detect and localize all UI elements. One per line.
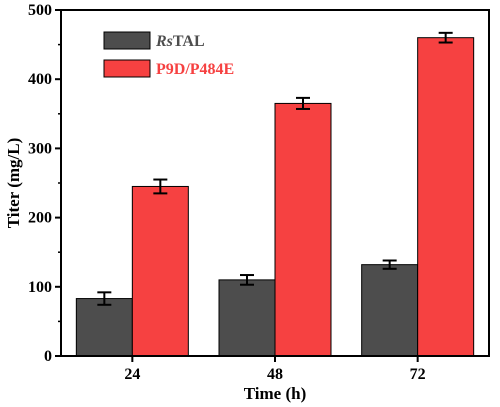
y-tick-label: 500	[28, 2, 52, 19]
legend-label-rstal-prefix: Rs	[155, 33, 173, 50]
x-tick-label: 48	[267, 366, 283, 383]
error-bars-group	[97, 31, 453, 306]
y-tick-label: 100	[28, 279, 52, 296]
bar-p9d-p484e-72	[417, 37, 475, 357]
legend-swatch-rstal	[103, 31, 151, 50]
legend-label-rstal: RsTAL	[155, 33, 205, 50]
x-tick-label: 72	[410, 366, 426, 383]
bar-p9d-p484e-24	[131, 185, 189, 357]
y-tick-label: 300	[28, 140, 52, 157]
bar-rstal-48	[218, 279, 276, 357]
x-tick-label: 24	[124, 366, 140, 383]
legend-label-rstal-suffix: TAL	[173, 33, 205, 50]
legend: RsTAL P9D/P484E	[103, 31, 234, 78]
bar-rstal-72	[361, 264, 419, 357]
y-axis-title: Titer (mg/L)	[4, 138, 23, 229]
y-tick-label: 400	[28, 71, 52, 88]
bar-rstal-24	[75, 298, 133, 357]
x-axis-title: Time (h)	[244, 384, 307, 403]
y-axis-ticks: 0 100 200 300 400 500	[28, 2, 61, 365]
x-axis-ticks: 24 48 72	[124, 356, 426, 383]
y-tick-label: 0	[44, 348, 52, 365]
legend-label-p9d-p484e: P9D/P484E	[156, 61, 234, 78]
bar-p9d-p484e-48	[274, 102, 332, 357]
bars-group	[75, 37, 475, 357]
legend-swatch-p9d-p484e	[103, 59, 151, 78]
y-tick-label: 200	[28, 210, 52, 227]
